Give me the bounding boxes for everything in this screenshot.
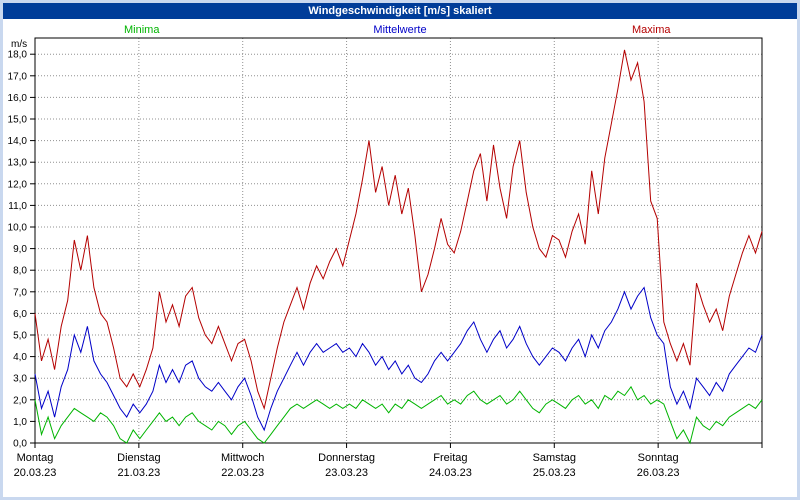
y-axis-tick-label: 8,0 [13, 266, 27, 277]
x-axis-weekday-label: Sonntag [638, 452, 679, 464]
mittelwerte-series-line [34, 286, 763, 432]
x-axis-date-label: 24.03.23 [429, 467, 472, 479]
y-axis-tick-label: 17,0 [8, 71, 28, 82]
x-axis-date-label: 21.03.23 [117, 467, 160, 479]
y-axis-tick-label: 14,0 [8, 136, 28, 147]
y-axis-tick-label: 2,0 [13, 395, 27, 406]
x-axis-date-label: 25.03.23 [533, 467, 576, 479]
x-axis-date-label: 22.03.23 [221, 467, 264, 479]
y-axis-tick-label: 0,0 [13, 439, 27, 450]
x-axis-weekday-label: Dienstag [117, 452, 160, 464]
maxima-series-line [34, 49, 763, 411]
x-axis-weekday-label: Mittwoch [221, 452, 264, 464]
y-axis-tick-label: 18,0 [8, 50, 28, 61]
y-axis-tick-label: 5,0 [13, 331, 27, 342]
minima-series-line [34, 385, 763, 445]
legend-label-minima: Minima [124, 24, 160, 36]
x-axis-date-label: 23.03.23 [325, 467, 368, 479]
y-axis-tick-label: 4,0 [13, 352, 27, 363]
y-axis-tick-label: 11,0 [8, 201, 27, 212]
legend-label-mittelwerte: Mittelwerte [373, 24, 427, 36]
chart-panel: Minima Mittelwerte Maxima 0,0 1,0 2,0 3,0 4,… [3, 19, 797, 497]
y-axis-tick-label: 16,0 [8, 93, 28, 104]
y-axis-tick-label: 12,0 [8, 179, 28, 190]
y-axis-tick-label: 9,0 [13, 244, 27, 255]
y-axis-tick-label: 1,0 [13, 417, 27, 428]
x-axis-date-label: 20.03.23 [14, 467, 57, 479]
y-axis-tick-label: 10,0 [8, 223, 28, 234]
y-axis-tick-label: 6,0 [13, 309, 27, 320]
x-axis-weekday-label: Samstag [533, 452, 576, 464]
legend-label-maxima: Maxima [632, 24, 671, 36]
window-title: Windgeschwindigkeit [m/s] skaliert [308, 5, 492, 17]
y-axis-tick-label: 13,0 [8, 158, 28, 169]
x-axis-date-label: 26.03.23 [637, 467, 680, 479]
wind-chart-svg: 0,0 1,0 2,0 3,0 4,0 5,0 6,0 7,0 8,0 9,0 10,0 11,0 12… [8, 37, 763, 479]
x-axis-weekday-label: Montag [17, 452, 54, 464]
plot-frame [34, 37, 763, 444]
x-axis-weekday-label: Freitag [433, 452, 467, 464]
y-axis-unit-label: m/s [11, 39, 27, 50]
y-axis-tick-label: 3,0 [13, 374, 27, 385]
x-axis-weekday-label: Donnerstag [318, 452, 375, 464]
y-axis-tick-label: 15,0 [8, 115, 28, 126]
title-bar: Windgeschwindigkeit [m/s] skaliert [3, 3, 797, 19]
y-axis-tick-label: 7,0 [13, 287, 27, 298]
